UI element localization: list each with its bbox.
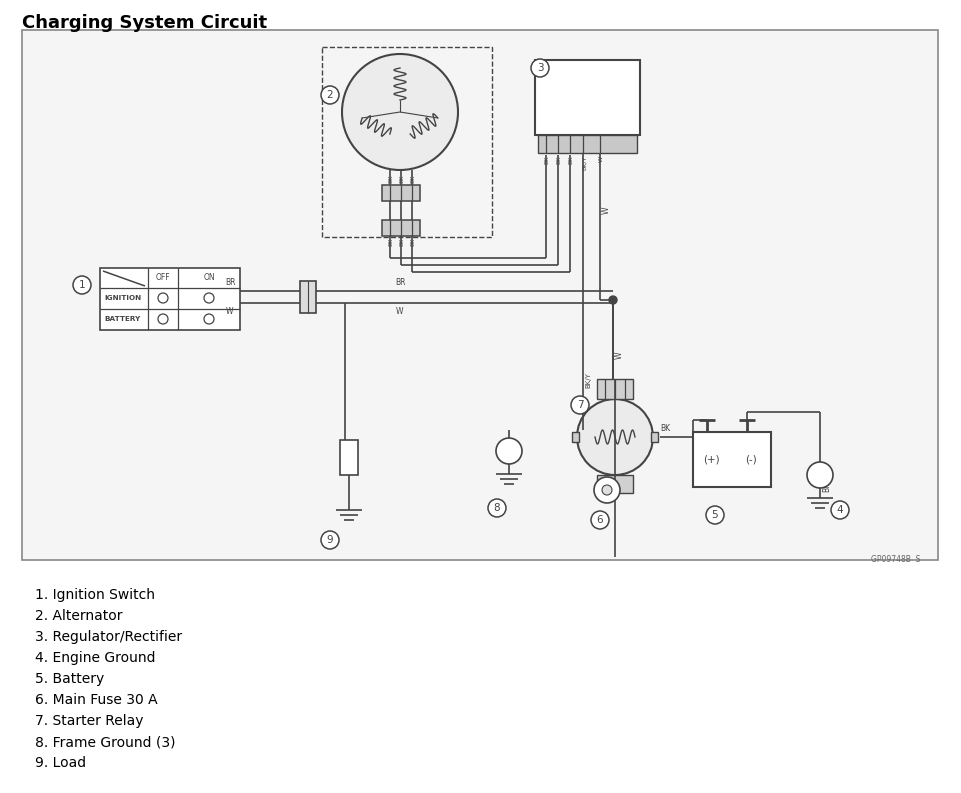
Circle shape	[158, 293, 168, 303]
Bar	[340, 440, 358, 475]
Text: BK: BK	[569, 156, 574, 164]
Circle shape	[321, 86, 339, 104]
Text: 4. Engine Ground: 4. Engine Ground	[35, 651, 156, 665]
Text: BK: BK	[660, 424, 670, 433]
Text: BK: BK	[545, 156, 550, 164]
Circle shape	[531, 59, 549, 77]
Bar	[382, 220, 420, 236]
Bar	[597, 475, 633, 493]
Text: BR: BR	[395, 278, 406, 287]
Circle shape	[807, 462, 833, 488]
Text: W: W	[615, 351, 624, 358]
Text: 1: 1	[79, 280, 86, 290]
Text: 2: 2	[327, 90, 333, 100]
Text: 5: 5	[712, 510, 718, 520]
Text: BK: BK	[556, 156, 561, 164]
Circle shape	[488, 499, 506, 517]
Text: BK/Y: BK/Y	[585, 372, 591, 388]
Text: (-): (-)	[745, 454, 757, 464]
Circle shape	[609, 296, 617, 304]
Text: 1. Ignition Switch: 1. Ignition Switch	[35, 588, 155, 602]
Text: W: W	[226, 307, 234, 316]
Circle shape	[602, 485, 612, 495]
Text: W: W	[599, 156, 604, 162]
Text: GP09748B  S: GP09748B S	[871, 555, 920, 564]
Circle shape	[577, 399, 653, 475]
Text: 6: 6	[597, 515, 604, 525]
Text: 5. Battery: 5. Battery	[35, 672, 104, 686]
Text: 7. Starter Relay: 7. Starter Relay	[35, 714, 143, 728]
Text: BK: BK	[410, 174, 415, 183]
Text: OFF: OFF	[156, 274, 170, 282]
Bar	[100, 268, 240, 330]
Text: ON: ON	[203, 274, 215, 282]
Text: 8: 8	[494, 503, 501, 513]
Circle shape	[571, 396, 589, 414]
Text: 9: 9	[327, 535, 333, 545]
Text: 2. Alternator: 2. Alternator	[35, 609, 122, 623]
Text: BK: BK	[388, 174, 393, 183]
Bar	[22, 30, 938, 560]
Bar	[651, 432, 658, 442]
Text: IGNITION: IGNITION	[104, 295, 141, 301]
Circle shape	[496, 438, 522, 464]
Bar	[300, 281, 316, 313]
Text: (+): (+)	[702, 454, 720, 464]
Text: BK: BK	[822, 482, 831, 492]
Text: BK/Y: BK/Y	[581, 156, 586, 170]
Text: BK: BK	[400, 238, 405, 247]
Circle shape	[158, 314, 168, 324]
Text: 4: 4	[837, 505, 844, 515]
Bar	[382, 185, 420, 201]
Text: 3. Regulator/Rectifier: 3. Regulator/Rectifier	[35, 630, 183, 644]
Text: W: W	[602, 206, 611, 214]
Circle shape	[73, 276, 91, 294]
Circle shape	[831, 501, 849, 519]
Bar	[322, 47, 492, 237]
Text: BK: BK	[388, 238, 393, 247]
Text: BK: BK	[410, 238, 415, 247]
Text: BK: BK	[400, 174, 405, 183]
Text: BATTERY: BATTERY	[104, 316, 140, 322]
Text: Charging System Circuit: Charging System Circuit	[22, 14, 267, 32]
Circle shape	[204, 314, 214, 324]
Circle shape	[321, 531, 339, 549]
Text: 9. Load: 9. Load	[35, 756, 86, 770]
Circle shape	[342, 54, 458, 170]
Bar	[693, 432, 771, 487]
Text: BR: BR	[225, 278, 235, 287]
Circle shape	[706, 506, 724, 524]
Circle shape	[591, 511, 609, 529]
Text: W: W	[396, 307, 404, 316]
Text: 3: 3	[536, 63, 543, 73]
Bar	[572, 432, 579, 442]
Bar	[538, 135, 637, 153]
Bar	[535, 60, 640, 135]
Circle shape	[594, 477, 620, 503]
Text: 6. Main Fuse 30 A: 6. Main Fuse 30 A	[35, 693, 158, 707]
Text: 7: 7	[577, 400, 583, 410]
Bar	[597, 379, 633, 399]
Text: 8. Frame Ground (3): 8. Frame Ground (3)	[35, 735, 176, 749]
Circle shape	[204, 293, 214, 303]
